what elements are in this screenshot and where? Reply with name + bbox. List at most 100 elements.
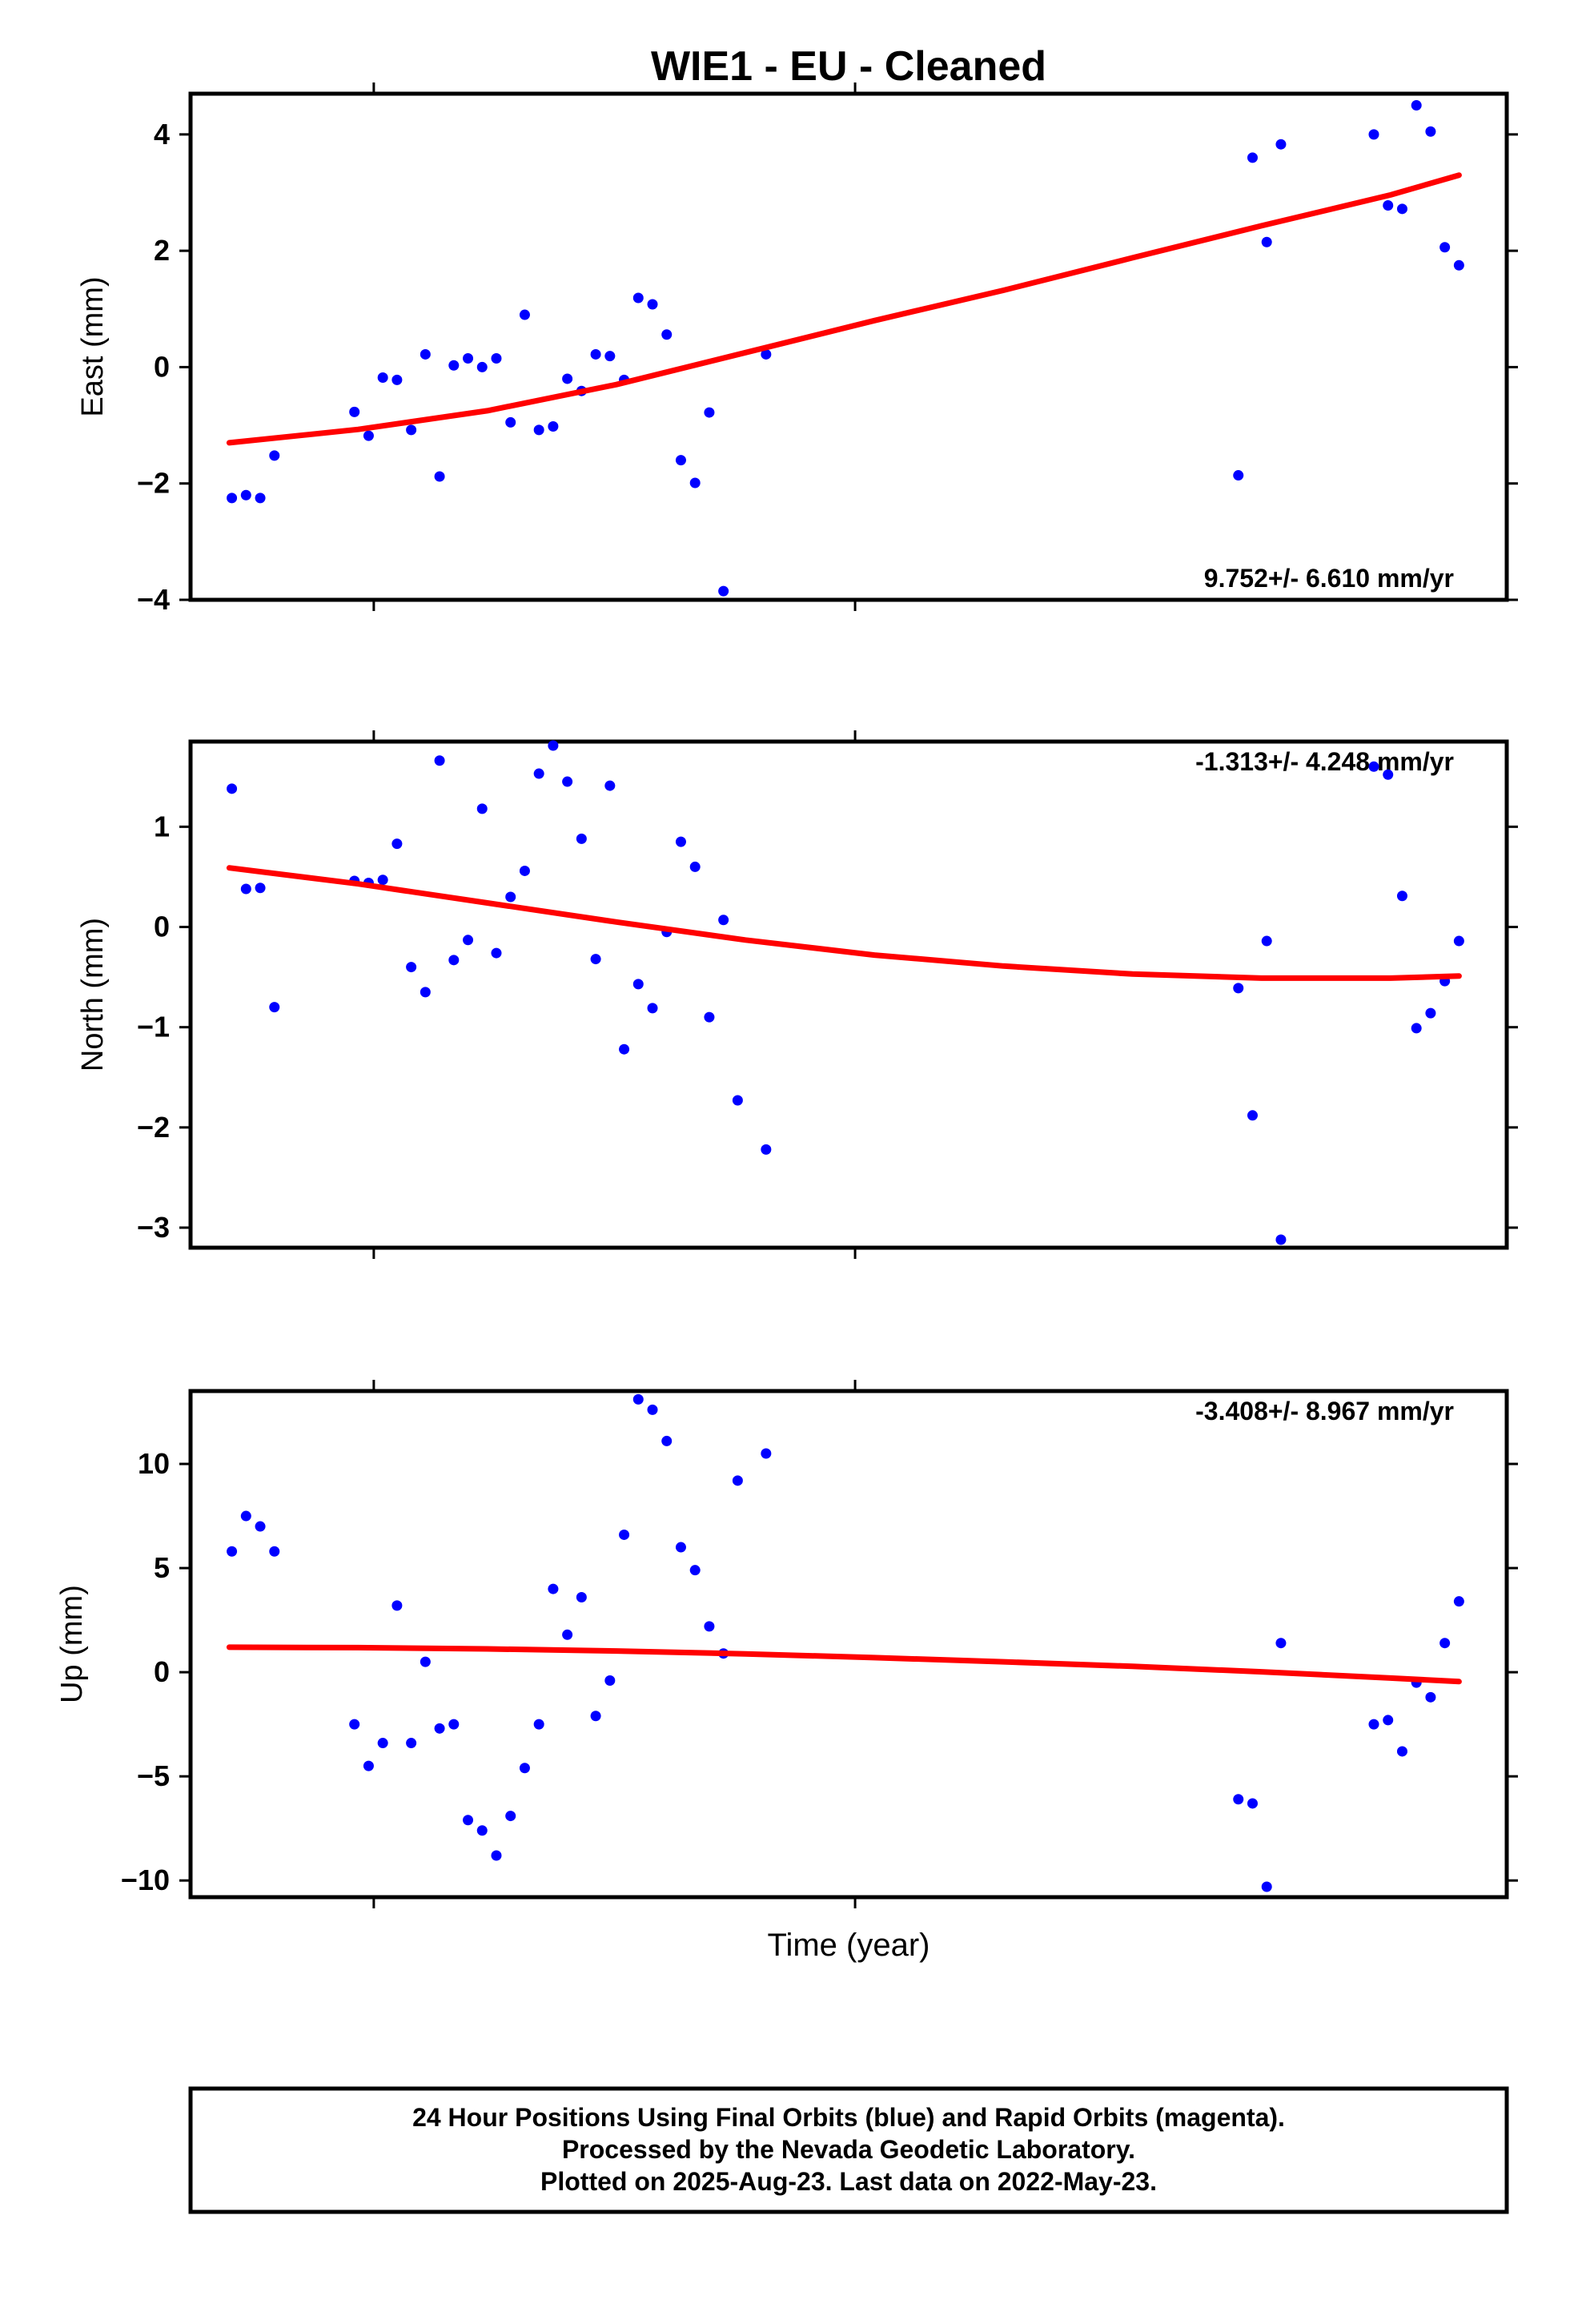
north-data-point xyxy=(1411,1023,1422,1034)
east-plot-frame xyxy=(188,91,1509,602)
north-data-point xyxy=(761,1144,772,1155)
east-data-point xyxy=(533,424,544,436)
east-data-point xyxy=(391,374,403,385)
east-data-point xyxy=(363,430,374,441)
up-ytick-label: 0 xyxy=(154,1655,170,1688)
north-data-point xyxy=(590,954,601,965)
north-ytick-label: −2 xyxy=(137,1111,170,1144)
up-data-point xyxy=(491,1850,502,1861)
east-ytick-label: 4 xyxy=(154,118,170,151)
east-data-point xyxy=(718,585,729,597)
north-data-point xyxy=(391,838,403,850)
east-data-point xyxy=(240,489,251,501)
up-data-point xyxy=(1275,1638,1287,1649)
up-data-point xyxy=(604,1675,616,1687)
north-ytick-label: −1 xyxy=(137,1011,170,1043)
north-data-point xyxy=(377,875,388,886)
up-rate-annotation: -3.408+/- 8.967 mm/yr xyxy=(1195,1397,1454,1425)
up-data-point xyxy=(533,1719,544,1730)
east-data-point xyxy=(590,348,601,360)
up-data-point xyxy=(1368,1719,1379,1730)
north-data-point xyxy=(562,776,573,787)
north-data-point xyxy=(548,740,559,751)
up-data-point xyxy=(448,1719,460,1730)
north-data-point xyxy=(227,783,238,794)
east-data-point xyxy=(349,406,360,417)
north-data-point xyxy=(255,883,266,894)
north-data-point xyxy=(718,915,729,926)
up-data-point xyxy=(761,1448,772,1459)
east-data-point xyxy=(675,455,686,466)
east-data-point xyxy=(434,471,445,482)
up-data-point xyxy=(632,1393,644,1405)
north-panel: 1 0 −1 −2 −3 North (mm) -1.313+/- 4.248 mm/yr xyxy=(76,730,1518,1259)
up-data-point xyxy=(732,1475,743,1486)
north-data-point xyxy=(1275,1234,1287,1245)
up-data-point xyxy=(619,1529,630,1540)
east-ytick-label: 0 xyxy=(154,350,170,383)
up-trend-line xyxy=(226,1644,1462,1685)
east-data-point xyxy=(255,493,266,504)
east-data-point xyxy=(406,424,417,436)
north-data-point xyxy=(491,947,502,959)
up-data-point xyxy=(269,1546,280,1557)
east-data-point xyxy=(1261,236,1272,247)
north-data-point xyxy=(732,1095,743,1106)
up-data-point xyxy=(255,1521,266,1532)
north-data-point xyxy=(505,891,516,903)
north-plot-frame xyxy=(188,739,1509,1250)
east-data-point xyxy=(1275,139,1287,150)
up-data-point xyxy=(548,1583,559,1594)
east-y-axis-label: East (mm) xyxy=(76,276,110,416)
up-data-point xyxy=(227,1546,238,1557)
east-data-point xyxy=(448,360,460,371)
north-data-point xyxy=(632,979,644,990)
east-data-point xyxy=(1439,242,1451,253)
east-data-point xyxy=(548,421,559,432)
up-ytick-label: −10 xyxy=(121,1864,170,1896)
footer-box xyxy=(188,2086,1509,2214)
north-data-point xyxy=(519,865,530,876)
east-data-point xyxy=(1453,259,1464,271)
up-data-point xyxy=(590,1711,601,1722)
north-data-point xyxy=(1261,935,1272,947)
north-data-point xyxy=(1247,1110,1258,1121)
up-data-point xyxy=(1425,1691,1436,1703)
up-data-point xyxy=(240,1510,251,1522)
x-axis-label: Time (year) xyxy=(768,1928,930,1963)
north-data-point xyxy=(476,803,488,814)
east-data-point xyxy=(1247,152,1258,163)
east-data-point xyxy=(661,329,673,340)
up-y-axis-label: Up (mm) xyxy=(55,1585,89,1703)
north-trend-line xyxy=(226,865,1462,981)
chart-title: WIE1 - EU - Cleaned xyxy=(651,43,1046,90)
north-data-point xyxy=(675,836,686,847)
up-data-point xyxy=(391,1600,403,1611)
east-data-point xyxy=(1396,203,1407,215)
east-data-point xyxy=(704,407,715,418)
north-ytick-label: 1 xyxy=(154,810,170,842)
up-data-point xyxy=(349,1719,360,1730)
east-data-point xyxy=(377,372,388,384)
north-data-point xyxy=(420,987,431,998)
east-trend-line xyxy=(226,172,1462,446)
north-data-point xyxy=(1396,891,1407,902)
east-ytick-label: −4 xyxy=(137,583,170,616)
east-data-point xyxy=(1368,129,1379,140)
east-data-point xyxy=(562,373,573,384)
north-ytick-label: 0 xyxy=(154,911,170,943)
up-data-point xyxy=(463,1815,474,1826)
up-data-point xyxy=(675,1542,686,1553)
up-data-point xyxy=(505,1811,516,1822)
footer-line-3: Plotted on 2025-Aug-23. Last data on 202… xyxy=(540,2167,1157,2196)
north-data-point xyxy=(647,1003,658,1014)
north-data-point xyxy=(704,1011,715,1023)
north-data-point xyxy=(269,1002,280,1013)
up-data-point xyxy=(476,1825,488,1836)
east-data-point xyxy=(476,361,488,372)
up-data-point xyxy=(647,1404,658,1415)
footer-line-1: 24 Hour Positions Using Final Orbits (bl… xyxy=(412,2103,1285,2132)
up-data-point xyxy=(377,1738,388,1749)
up-panel: 10 5 0 −5 −10 Up (mm) -3.408+/- 8.967 mm/yr xyxy=(55,1380,1518,1908)
up-data-point xyxy=(1247,1798,1258,1809)
